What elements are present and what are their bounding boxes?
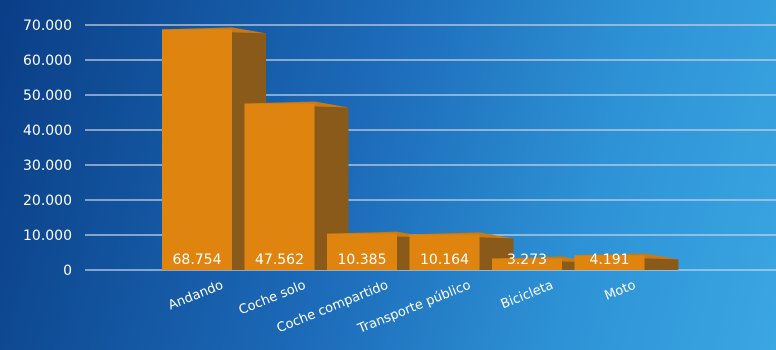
y-tick-label: 50.000	[23, 88, 72, 104]
data-label: 3.273	[507, 252, 547, 268]
bar-side	[314, 103, 349, 271]
y-tick-label: 70.000	[23, 18, 72, 34]
bar	[162, 29, 232, 271]
bar	[244, 103, 315, 271]
data-label: 10.385	[338, 252, 387, 268]
bar	[492, 258, 562, 270]
y-tick-label: 40.000	[23, 123, 72, 139]
y-tick-label: 20.000	[23, 193, 72, 209]
data-label: 10.164	[420, 252, 469, 268]
category-label: Bicicleta	[499, 278, 556, 313]
bar	[409, 234, 480, 270]
bar	[574, 255, 645, 270]
data-label: 47.562	[255, 252, 304, 268]
y-tick-label: 60.000	[23, 53, 72, 69]
category-label: Moto	[602, 278, 638, 304]
y-tick-label: 10.000	[23, 228, 72, 244]
category-label: Andando	[166, 278, 225, 314]
data-label: 68.754	[173, 252, 222, 268]
bars	[162, 27, 679, 271]
data-label: 4.191	[589, 252, 629, 268]
bar	[327, 233, 397, 270]
y-tick-label: 0	[63, 263, 72, 279]
y-tick-label: 30.000	[23, 158, 72, 174]
